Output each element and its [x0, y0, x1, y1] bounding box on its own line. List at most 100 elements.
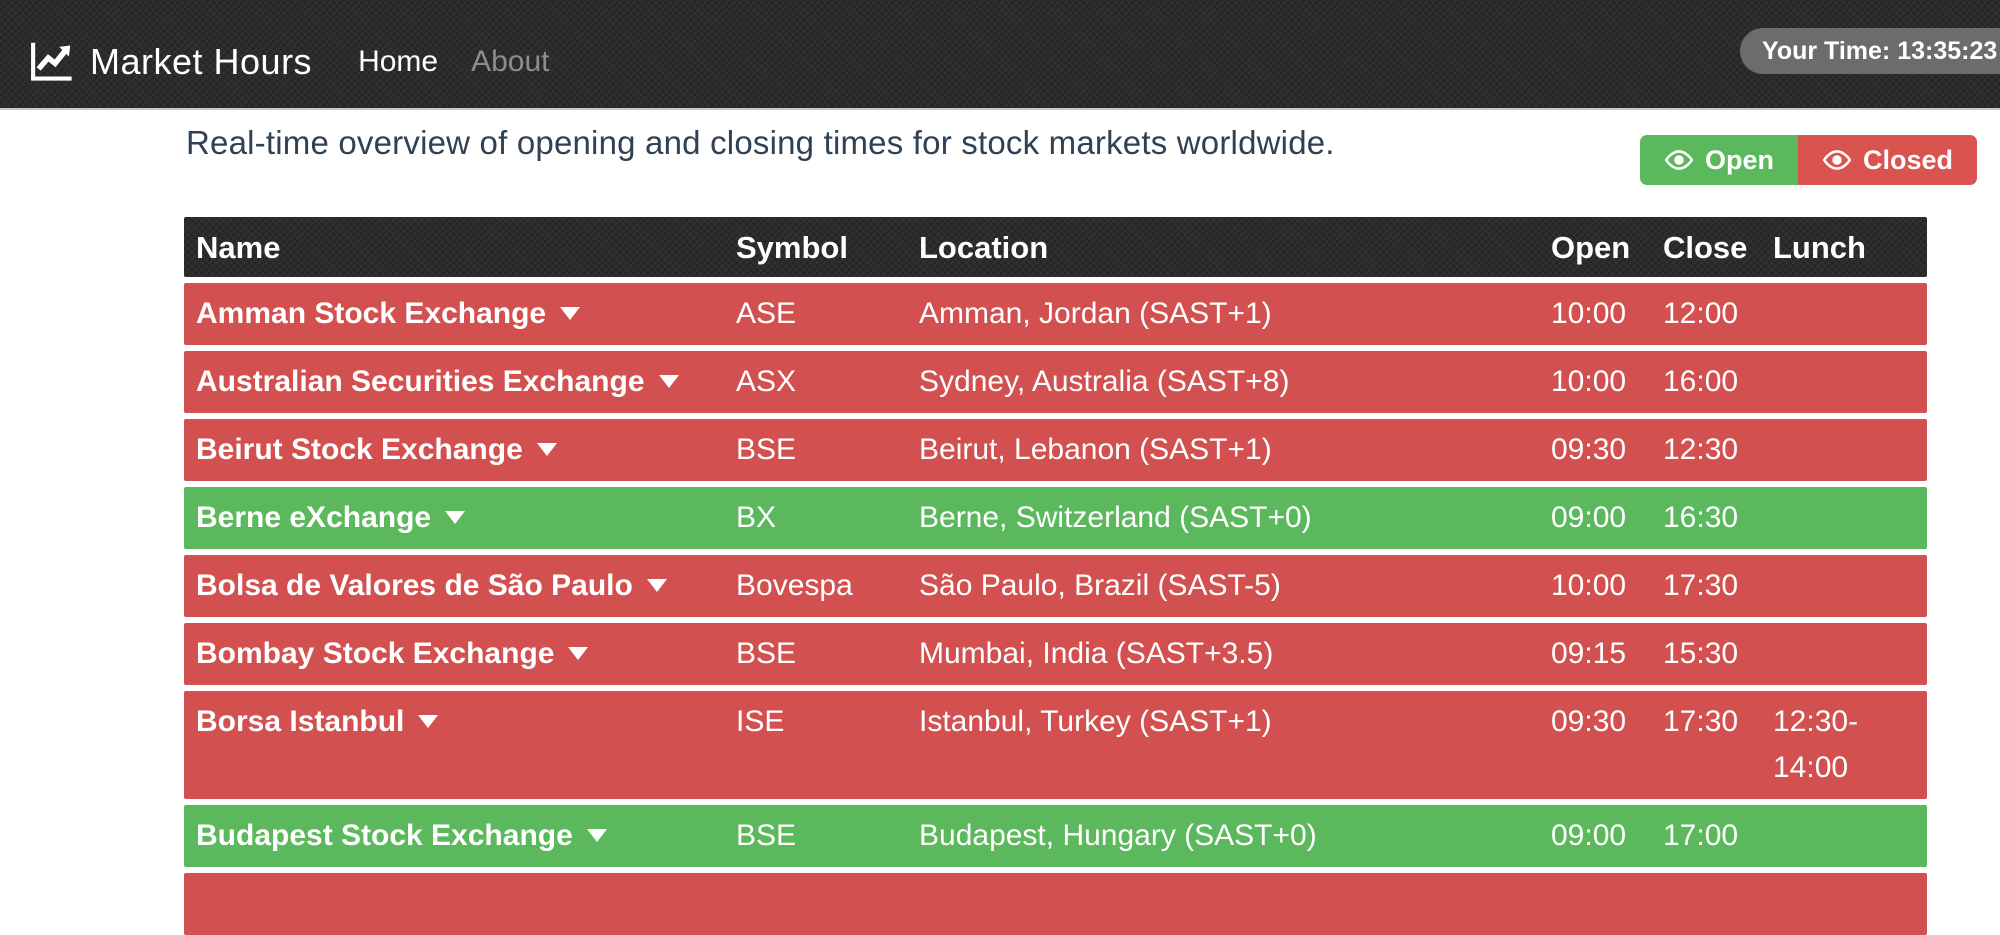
caret-down-icon — [560, 306, 581, 320]
lunch-time-cell — [1765, 873, 1927, 889]
location-cell: Mumbai, India (SAST+3.5) — [919, 637, 1274, 670]
open-time-cell — [1543, 873, 1655, 889]
symbol-cell — [728, 873, 911, 889]
page-subtitle: Real-time overview of opening and closin… — [186, 124, 1335, 161]
table-row-ise[interactable]: Borsa Istanbul ISE Istanbul, Turkey (SAS… — [184, 691, 1927, 799]
close-time-cell: 12:00 — [1663, 297, 1739, 330]
column-header-open: Open — [1551, 230, 1631, 265]
table-row-ase[interactable]: Amman Stock Exchange ASE Amman, Jordan (… — [184, 283, 1927, 345]
exchange-name-cell[interactable]: Berne eXchange — [184, 487, 728, 549]
exchange-name-cell[interactable]: Budapest Stock Exchange — [184, 805, 728, 867]
brand-link[interactable]: Market Hours — [27, 40, 312, 84]
nav-link-home[interactable]: Home — [358, 45, 439, 78]
nav-link-about[interactable]: About — [471, 45, 550, 78]
lunch-time-cell — [1765, 623, 1927, 639]
symbol-cell: BSE — [736, 819, 797, 852]
close-time-cell — [1655, 873, 1765, 889]
exchange-name: Bombay Stock Exchange — [196, 637, 555, 670]
exchange-name-cell[interactable]: Australian Securities Exchange — [184, 351, 728, 413]
open-time-cell: 10:00 — [1551, 569, 1627, 602]
lunch-time-cell — [1765, 487, 1927, 503]
table-row-bse[interactable]: Beirut Stock Exchange BSE Beirut, Lebano… — [184, 419, 1927, 481]
exchange-name: Beirut Stock Exchange — [196, 433, 523, 466]
location-cell — [911, 873, 1543, 889]
exchange-name-cell[interactable]: Bolsa de Valores de São Paulo — [184, 555, 728, 617]
open-time-cell: 09:15 — [1551, 637, 1627, 670]
table-row-bovespa[interactable]: Bolsa de Valores de São Paulo Bovespa Sã… — [184, 555, 1927, 617]
exchange-name: Berne eXchange — [196, 501, 432, 534]
exchange-name: Amman Stock Exchange — [196, 297, 547, 330]
close-time-cell: 16:00 — [1663, 365, 1739, 398]
location-cell: Sydney, Australia (SAST+8) — [919, 365, 1290, 398]
table-header-row: Name Symbol Location Open Close Lunch — [184, 217, 1927, 277]
caret-down-icon — [568, 646, 589, 660]
filter-closed-label: Closed — [1862, 144, 1953, 175]
caret-down-icon — [445, 510, 466, 524]
table-row-asx[interactable]: Australian Securities Exchange ASX Sydne… — [184, 351, 1927, 413]
location-cell: Istanbul, Turkey (SAST+1) — [919, 705, 1272, 738]
location-cell: Budapest, Hungary (SAST+0) — [919, 819, 1317, 852]
open-time-cell: 09:30 — [1551, 705, 1627, 738]
column-header-location: Location — [919, 230, 1049, 265]
lunch-time-cell — [1765, 419, 1927, 435]
open-time-cell: 09:00 — [1551, 501, 1627, 534]
navbar: Market Hours Home About Your Time: 13:35… — [0, 0, 2000, 110]
close-time-cell: 17:30 — [1663, 569, 1739, 602]
symbol-cell: BSE — [736, 637, 797, 670]
eye-icon — [1664, 150, 1694, 170]
open-time-cell: 10:00 — [1551, 365, 1627, 398]
lunch-time-cell — [1765, 351, 1927, 367]
exchange-name: Australian Securities Exchange — [196, 365, 645, 398]
location-cell: Berne, Switzerland (SAST+0) — [919, 501, 1312, 534]
exchange-name-cell[interactable]: Borsa Istanbul — [184, 691, 728, 753]
symbol-cell: ISE — [736, 705, 785, 738]
caret-down-icon — [536, 442, 557, 456]
exchange-name-cell[interactable] — [184, 873, 728, 889]
table-row-bse[interactable]: Bombay Stock Exchange BSE Mumbai, India … — [184, 623, 1927, 685]
caret-down-icon — [586, 828, 607, 842]
location-cell: Beirut, Lebanon (SAST+1) — [919, 433, 1272, 466]
chart-line-icon — [31, 42, 72, 81]
column-header-lunch: Lunch — [1773, 230, 1866, 265]
exchange-name: Bolsa de Valores de São Paulo — [196, 569, 633, 602]
lunch-time-cell: 12:30-14:00 — [1773, 705, 1859, 784]
column-header-symbol: Symbol — [736, 230, 848, 265]
open-time-cell: 09:00 — [1551, 819, 1627, 852]
lunch-time-cell — [1765, 283, 1927, 299]
table-row-bx[interactable]: Berne eXchange BX Berne, Switzerland (SA… — [184, 487, 1927, 549]
symbol-cell: BSE — [736, 433, 797, 466]
symbol-cell: ASX — [736, 365, 797, 398]
open-time-cell: 10:00 — [1551, 297, 1627, 330]
close-time-cell: 12:30 — [1663, 433, 1739, 466]
filter-closed-button[interactable]: Closed — [1797, 135, 1977, 185]
close-time-cell: 15:30 — [1663, 637, 1739, 670]
filter-open-button[interactable]: Open — [1639, 135, 1798, 185]
status-filter-group: Open Closed — [1639, 135, 1977, 185]
symbol-cell: BX — [736, 501, 777, 534]
eye-icon — [1822, 150, 1852, 170]
table-body: Amman Stock Exchange ASE Amman, Jordan (… — [184, 283, 1927, 935]
filter-open-label: Open — [1704, 144, 1774, 175]
close-time-cell: 17:30 — [1663, 705, 1739, 738]
close-time-cell: 17:00 — [1663, 819, 1739, 852]
caret-down-icon — [418, 714, 439, 728]
table-row-partial[interactable] — [184, 873, 1927, 935]
table-row-bse[interactable]: Budapest Stock Exchange BSE Budapest, Hu… — [184, 805, 1927, 867]
location-cell: São Paulo, Brazil (SAST-5) — [919, 569, 1281, 602]
caret-down-icon — [646, 578, 667, 592]
brand-title: Market Hours — [90, 41, 313, 82]
caret-down-icon — [658, 374, 679, 388]
lunch-time-cell — [1765, 555, 1927, 571]
exchange-name: Borsa Istanbul — [196, 705, 405, 738]
close-time-cell: 16:30 — [1663, 501, 1739, 534]
exchange-name-cell[interactable]: Amman Stock Exchange — [184, 283, 728, 345]
symbol-cell: ASE — [736, 297, 797, 330]
column-header-close: Close — [1663, 230, 1748, 265]
markets-table: Name Symbol Location Open Close Lunch Am… — [184, 217, 1927, 935]
exchange-name-cell[interactable]: Bombay Stock Exchange — [184, 623, 728, 685]
current-time-badge: Your Time: 13:35:23 — [1740, 28, 2000, 74]
exchange-name: Budapest Stock Exchange — [196, 819, 573, 852]
exchange-name-cell[interactable]: Beirut Stock Exchange — [184, 419, 728, 481]
location-cell: Amman, Jordan (SAST+1) — [919, 297, 1272, 330]
symbol-cell: Bovespa — [736, 569, 853, 602]
